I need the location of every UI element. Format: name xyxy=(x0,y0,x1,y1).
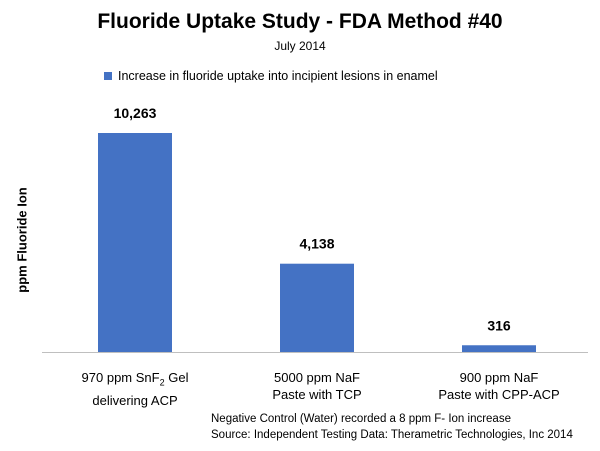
footnote-control: Negative Control (Water) recorded a 8 pp… xyxy=(211,413,511,425)
footnote-source: Source: Independent Testing Data: Theram… xyxy=(211,429,573,441)
bar-1 xyxy=(98,133,172,352)
category-label-suffix: Gel xyxy=(164,370,189,385)
category-label-prefix: 970 ppm SnF xyxy=(81,370,160,385)
category-label-line1: 900 ppm NaF xyxy=(419,369,579,386)
category-label-line2: delivering ACP xyxy=(92,392,178,408)
chart-title: Fluoride Uptake Study - FDA Method #40 xyxy=(97,10,503,33)
category-label-2: 5000 ppm NaF Paste with TCP xyxy=(237,369,397,403)
data-label-2: 4,138 xyxy=(299,236,334,252)
category-label-line1: 970 ppm SnF2 Gel xyxy=(55,369,215,392)
bar-2 xyxy=(280,263,354,352)
category-label-prefix: 5000 ppm NaF xyxy=(274,370,360,385)
data-label-1: 10,263 xyxy=(114,105,157,121)
legend: Increase in fluoride uptake into incipie… xyxy=(104,69,438,83)
footnotes: Negative Control (Water) recorded a 8 pp… xyxy=(211,411,573,443)
chart-subtitle: July 2014 xyxy=(274,39,326,53)
category-label-3: 900 ppm NaF Paste with CPP-ACP xyxy=(419,369,579,403)
category-label-prefix: 900 ppm NaF xyxy=(459,370,539,385)
bar-3 xyxy=(462,345,536,352)
data-label-3: 316 xyxy=(487,317,511,333)
category-label-line2: Paste with CPP-ACP xyxy=(438,387,560,402)
legend-label: Increase in fluoride uptake into incipie… xyxy=(118,69,438,83)
category-label-line2: Paste with TCP xyxy=(272,387,362,402)
category-label-1: 970 ppm SnF2 Gel delivering ACP xyxy=(55,369,215,409)
category-label-subscript: 2 xyxy=(159,377,165,388)
legend-swatch xyxy=(104,72,112,80)
category-label-line1: 5000 ppm NaF xyxy=(237,369,397,386)
